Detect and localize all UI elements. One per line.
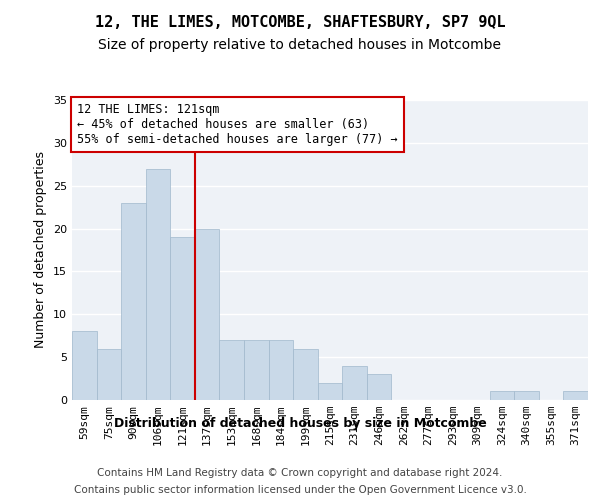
Text: Contains public sector information licensed under the Open Government Licence v3: Contains public sector information licen… bbox=[74, 485, 526, 495]
Bar bbox=[514, 392, 539, 400]
Bar bbox=[563, 392, 588, 400]
Bar bbox=[170, 237, 195, 400]
Bar bbox=[318, 383, 342, 400]
Bar bbox=[269, 340, 293, 400]
Bar bbox=[72, 332, 97, 400]
Bar bbox=[220, 340, 244, 400]
Bar bbox=[195, 228, 220, 400]
Bar bbox=[342, 366, 367, 400]
Bar bbox=[121, 203, 146, 400]
Text: 12 THE LIMES: 121sqm
← 45% of detached houses are smaller (63)
55% of semi-detac: 12 THE LIMES: 121sqm ← 45% of detached h… bbox=[77, 103, 398, 146]
Text: 12, THE LIMES, MOTCOMBE, SHAFTESBURY, SP7 9QL: 12, THE LIMES, MOTCOMBE, SHAFTESBURY, SP… bbox=[95, 15, 505, 30]
Bar bbox=[293, 348, 318, 400]
Text: Contains HM Land Registry data © Crown copyright and database right 2024.: Contains HM Land Registry data © Crown c… bbox=[97, 468, 503, 477]
Bar bbox=[244, 340, 269, 400]
Bar bbox=[146, 168, 170, 400]
Y-axis label: Number of detached properties: Number of detached properties bbox=[34, 152, 47, 348]
Bar bbox=[97, 348, 121, 400]
Bar bbox=[490, 392, 514, 400]
Text: Size of property relative to detached houses in Motcombe: Size of property relative to detached ho… bbox=[98, 38, 502, 52]
Text: Distribution of detached houses by size in Motcombe: Distribution of detached houses by size … bbox=[113, 418, 487, 430]
Bar bbox=[367, 374, 391, 400]
